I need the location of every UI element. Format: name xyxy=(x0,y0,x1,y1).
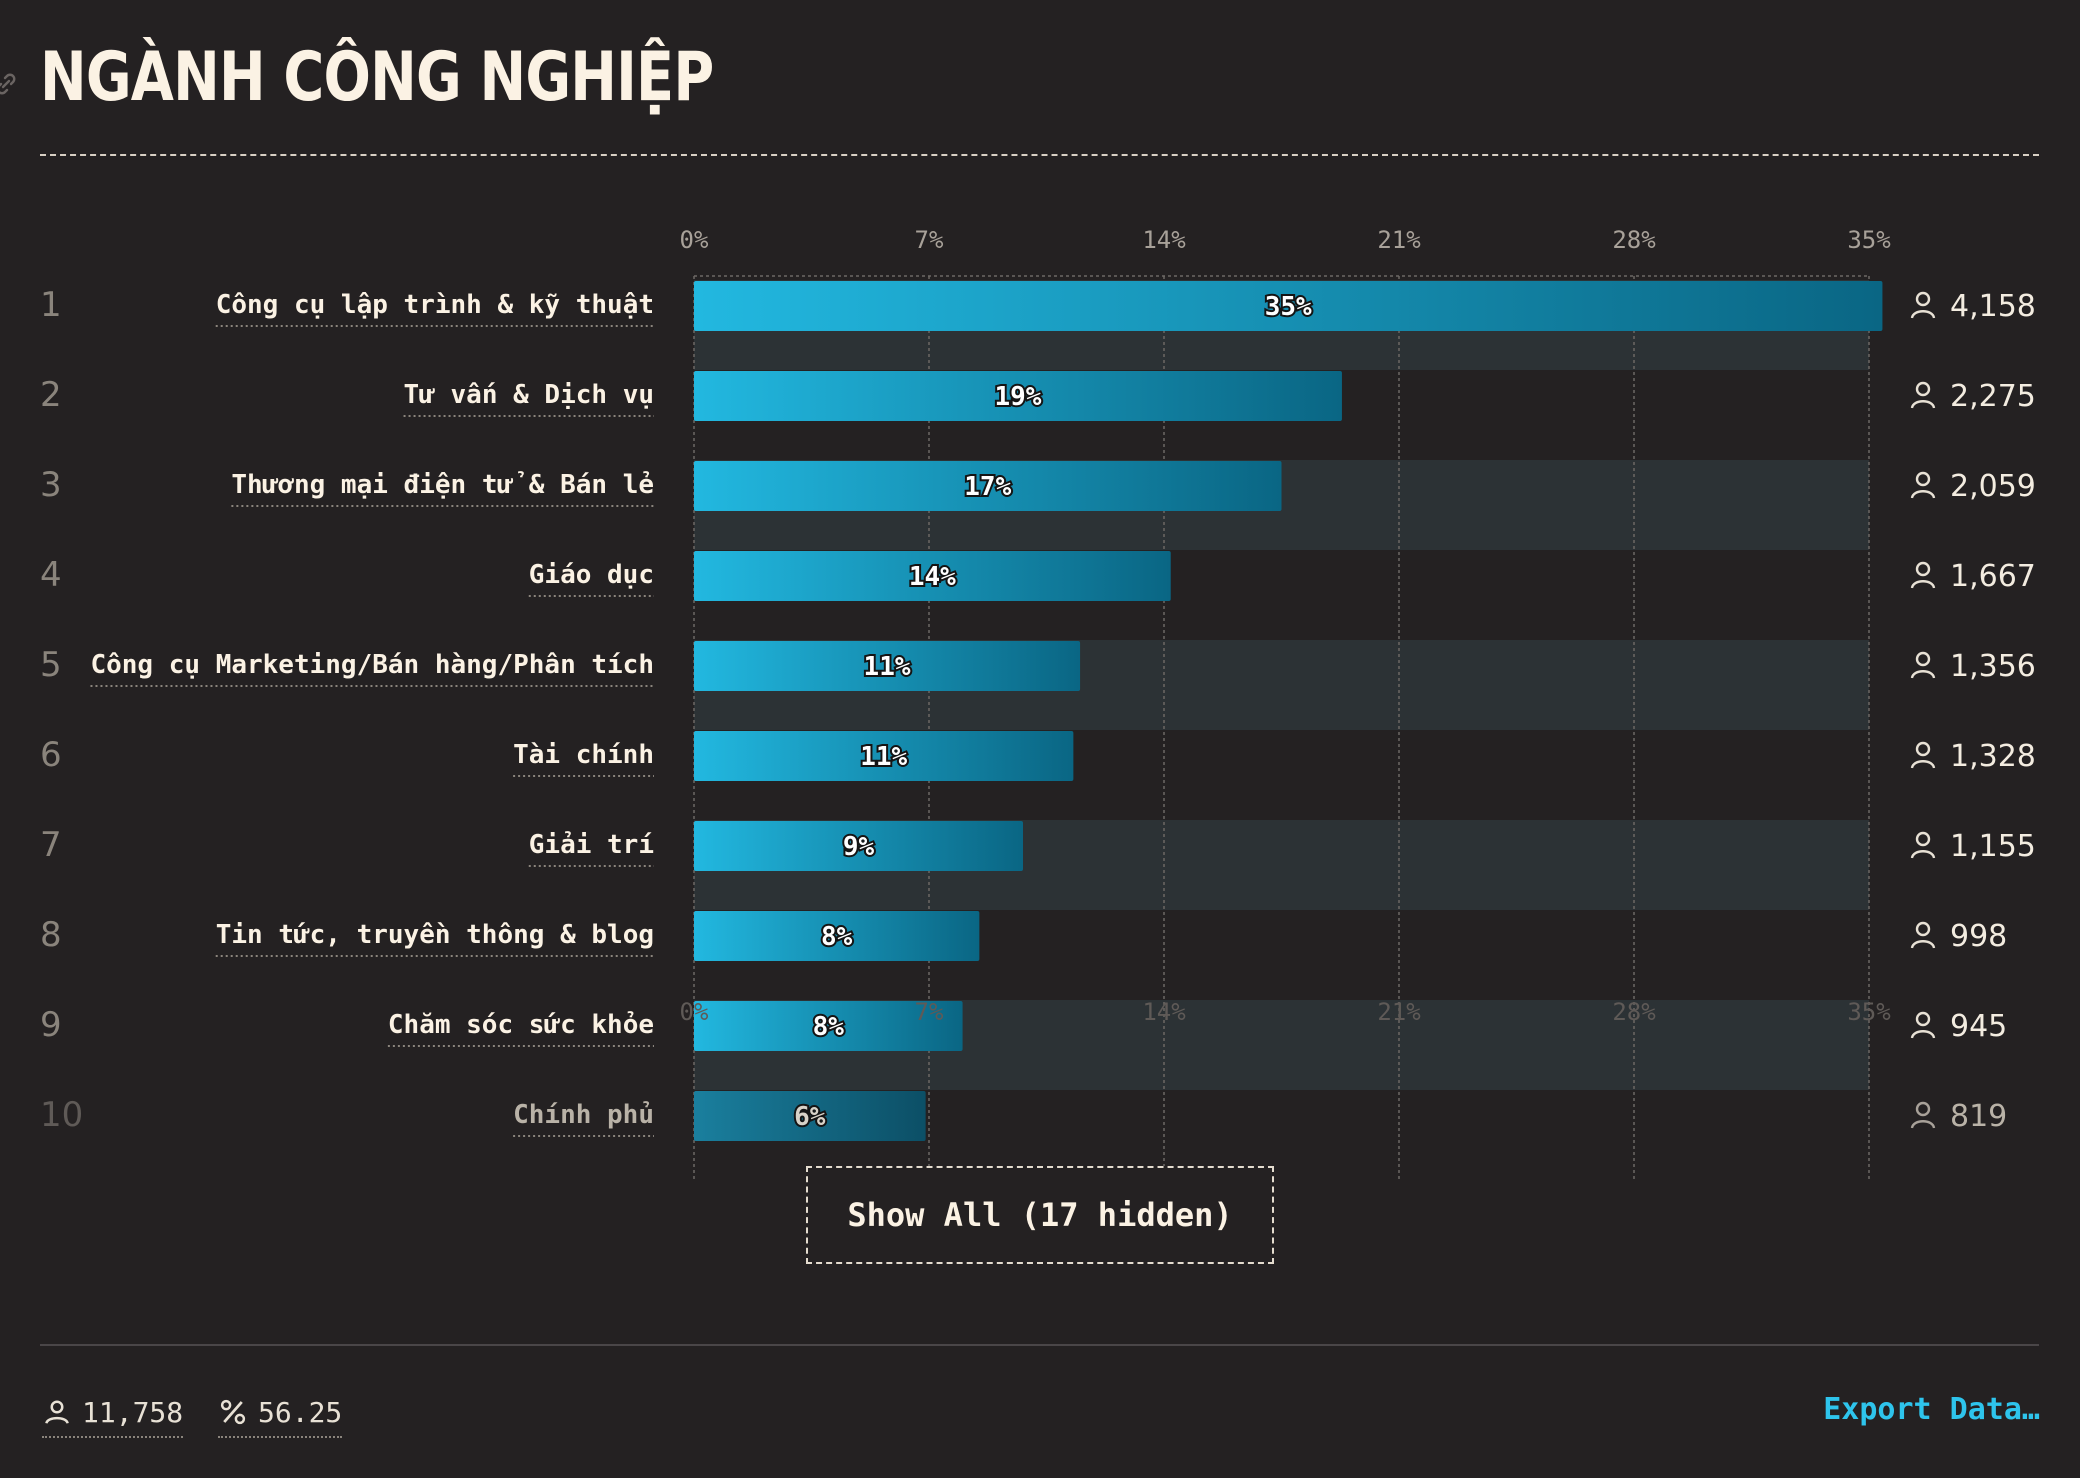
category-label[interactable]: Tư vấn & Dịch vụ xyxy=(404,380,654,410)
user-count: 2,275 xyxy=(1950,379,2036,414)
category-label[interactable]: Giáo dục xyxy=(529,560,654,590)
user-count: 1,328 xyxy=(1950,739,2036,774)
page-title: NGÀNH CÔNG NGHIỆP xyxy=(40,38,714,117)
category-label[interactable]: Giải trí xyxy=(529,830,654,860)
user-count: 2,059 xyxy=(1950,469,2036,504)
bar-value-label: 8% xyxy=(813,1012,845,1042)
rank-number: 7 xyxy=(40,825,62,865)
user-icon xyxy=(1910,471,1936,499)
total-users-value: 11,758 xyxy=(82,1395,184,1429)
x-tick-label-top: 21% xyxy=(1377,226,1421,254)
user-count: 819 xyxy=(1950,1099,2007,1134)
x-tick-label-bottom: 28% xyxy=(1612,998,1656,1026)
link-icon[interactable] xyxy=(0,72,18,96)
rank-number: 10 xyxy=(40,1095,83,1135)
user-count: 1,155 xyxy=(1950,829,2036,864)
user-count: 4,158 xyxy=(1950,289,2036,324)
x-tick-label-top: 28% xyxy=(1612,226,1656,254)
bar-value-label: 11% xyxy=(864,652,911,682)
total-users-stat: 11,758 xyxy=(42,1392,184,1438)
user-icon xyxy=(1910,741,1936,769)
bar-value-label: 14% xyxy=(909,562,956,592)
rank-number: 4 xyxy=(40,555,62,595)
x-tick-label-bottom: 7% xyxy=(915,998,944,1026)
footer-divider xyxy=(40,1344,2039,1346)
x-axis-top: 0% 7% 14% 21% 28% 35% xyxy=(680,226,1892,254)
user-icon xyxy=(1910,921,1936,949)
x-tick-label-top: 35% xyxy=(1847,226,1891,254)
x-tick-label-bottom: 14% xyxy=(1142,998,1186,1026)
bar-value-label: 17% xyxy=(964,472,1011,502)
rank-number: 2 xyxy=(40,375,62,415)
rank-number: 5 xyxy=(40,645,62,685)
user-count: 998 xyxy=(1950,919,2007,954)
rank-number: 1 xyxy=(40,285,62,325)
user-icon xyxy=(1910,1011,1936,1039)
user-icon xyxy=(45,1400,69,1424)
bar[interactable] xyxy=(694,371,1342,421)
bars: 35% 19% 17% 14% 11% 11% 9% 8% 8% 6% xyxy=(694,281,1883,1141)
bar[interactable] xyxy=(694,911,980,961)
x-tick-label-top: 14% xyxy=(1142,226,1186,254)
user-icon xyxy=(1910,831,1936,859)
rank-number: 3 xyxy=(40,465,62,505)
x-axis-bottom: 0% 7% 14% 21% 28% 35% xyxy=(680,998,1892,1026)
bar-value-label: 19% xyxy=(994,382,1041,412)
user-count: 1,356 xyxy=(1950,649,2036,684)
x-tick-label-bottom: 21% xyxy=(1377,998,1421,1026)
x-tick-label-bottom: 35% xyxy=(1847,998,1891,1026)
category-label[interactable]: Công cụ lập trình & kỹ thuật xyxy=(216,290,654,320)
bar-value-label: 6% xyxy=(794,1102,826,1132)
user-icon xyxy=(1910,561,1936,589)
category-label[interactable]: Chăm sóc sức khỏe xyxy=(388,1010,654,1040)
title-divider xyxy=(40,154,2039,156)
rank-number: 6 xyxy=(40,735,62,775)
bar[interactable] xyxy=(694,281,1883,331)
category-label[interactable]: Chính phủ xyxy=(513,1100,654,1130)
show-all-button[interactable]: Show All (17 hidden) xyxy=(806,1166,1274,1264)
bar[interactable] xyxy=(694,551,1171,601)
bar[interactable] xyxy=(694,1001,963,1051)
bar[interactable] xyxy=(694,731,1074,781)
bar[interactable] xyxy=(694,461,1282,511)
category-label[interactable]: Tài chính xyxy=(513,740,654,770)
user-icon xyxy=(1910,651,1936,679)
row-labels: 1 Công cụ lập trình & kỹ thuật 4,158 2 Tư vấ… xyxy=(40,285,2036,1137)
total-percent-value: 56.25 xyxy=(258,1395,343,1429)
category-label[interactable]: Công cụ Marketing/Bán hàng/Phân tích xyxy=(90,650,654,680)
x-tick-label-top: 7% xyxy=(915,226,944,254)
user-icon xyxy=(1910,1101,1936,1129)
bar-value-label: 35% xyxy=(1265,292,1312,322)
x-tick-label-bottom: 0% xyxy=(680,998,709,1026)
user-icon xyxy=(1910,381,1936,409)
percent-icon xyxy=(220,1399,246,1425)
category-label[interactable]: Tin tức, truyền thông & blog xyxy=(216,920,654,950)
bar-value-label: 11% xyxy=(860,742,907,772)
bar[interactable] xyxy=(694,821,1023,871)
rank-number: 8 xyxy=(40,915,62,955)
bar-value-label: 9% xyxy=(843,832,875,862)
industry-bar-chart: 35%19%17%14%11%11%9%8%8%6% 0% 7% 14% 21% 28%… xyxy=(40,226,2036,1180)
export-data-link[interactable]: Export Data… xyxy=(1823,1392,2040,1427)
user-count: 1,667 xyxy=(1950,559,2036,594)
bar-value-label: 8% xyxy=(821,922,853,952)
x-tick-label-top: 0% xyxy=(680,226,709,254)
rank-number: 9 xyxy=(40,1005,62,1045)
bar[interactable] xyxy=(694,1091,926,1141)
bar[interactable] xyxy=(694,641,1081,691)
user-icon xyxy=(1910,291,1936,319)
user-count: 945 xyxy=(1950,1009,2007,1044)
total-percent-stat: 56.25 xyxy=(218,1392,343,1438)
category-label[interactable]: Thương mại điện tử & Bán lẻ xyxy=(231,470,654,500)
